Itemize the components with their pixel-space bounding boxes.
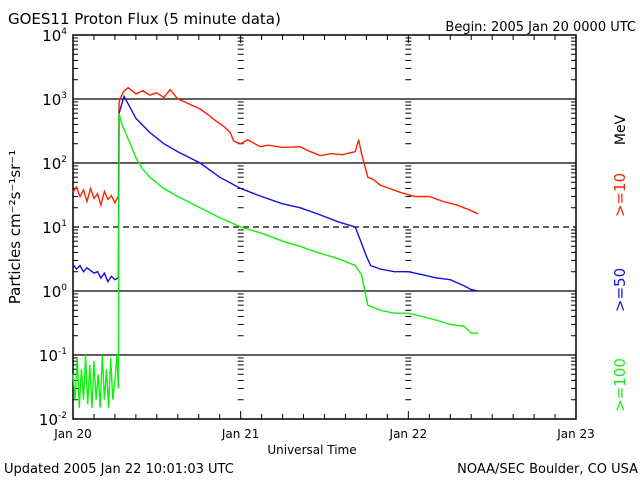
updated-label: Updated 2005 Jan 22 10:01:03 UTC (4, 462, 234, 477)
axes: 104 103 102 101 100 10-1 1 0 -2 Jan 20 Jan 21 Jan 2… (39, 27, 595, 441)
y-tick-label: 101 (42, 219, 67, 237)
unit-label: MeV (613, 114, 629, 145)
y-tick-exponent: -1 (58, 347, 67, 357)
y-tick-exponent: 3 (61, 91, 67, 101)
y-tick-exponent: -2 (58, 411, 67, 421)
x-axis-label: Universal Time (267, 443, 356, 457)
legend-label: >=100 (611, 358, 629, 412)
series-line-gte100 (72, 113, 479, 408)
x-tick-label: Jan 20 (53, 427, 92, 441)
y-tick-exponent: 1 (61, 219, 67, 229)
series-line-gte50 (72, 94, 479, 292)
y-tick-exponent: 2 (61, 155, 67, 165)
x-tick-label: Jan 23 (556, 427, 595, 441)
y-tick-label: 100 (42, 283, 67, 301)
series-group (72, 86, 479, 408)
y-tick-exponent: 4 (61, 27, 67, 37)
begin-label: Begin: 2005 Jan 20 0000 UTC (445, 20, 636, 35)
series-line-gte10 (72, 86, 479, 215)
legend: >=10 >=50 >=100 (611, 173, 629, 412)
y-tick-exponent: 0 (61, 283, 67, 293)
y-tick-label: 104 (42, 27, 67, 45)
y-tick-label: 10-1 (39, 347, 67, 365)
y-tick-label: 102 (42, 155, 67, 173)
credit-label: NOAA/SEC Boulder, CO USA (457, 462, 638, 477)
y-tick-label: 103 (42, 91, 67, 109)
chart-title: GOES11 Proton Flux (5 minute data) (8, 10, 281, 28)
y-axis-label: Particles cm⁻²s⁻¹sr⁻¹ (6, 150, 24, 304)
x-tick-label: Jan 22 (389, 427, 428, 441)
legend-label: >=10 (611, 173, 629, 217)
legend-label: >=50 (611, 268, 629, 312)
x-tick-label: Jan 21 (221, 427, 260, 441)
